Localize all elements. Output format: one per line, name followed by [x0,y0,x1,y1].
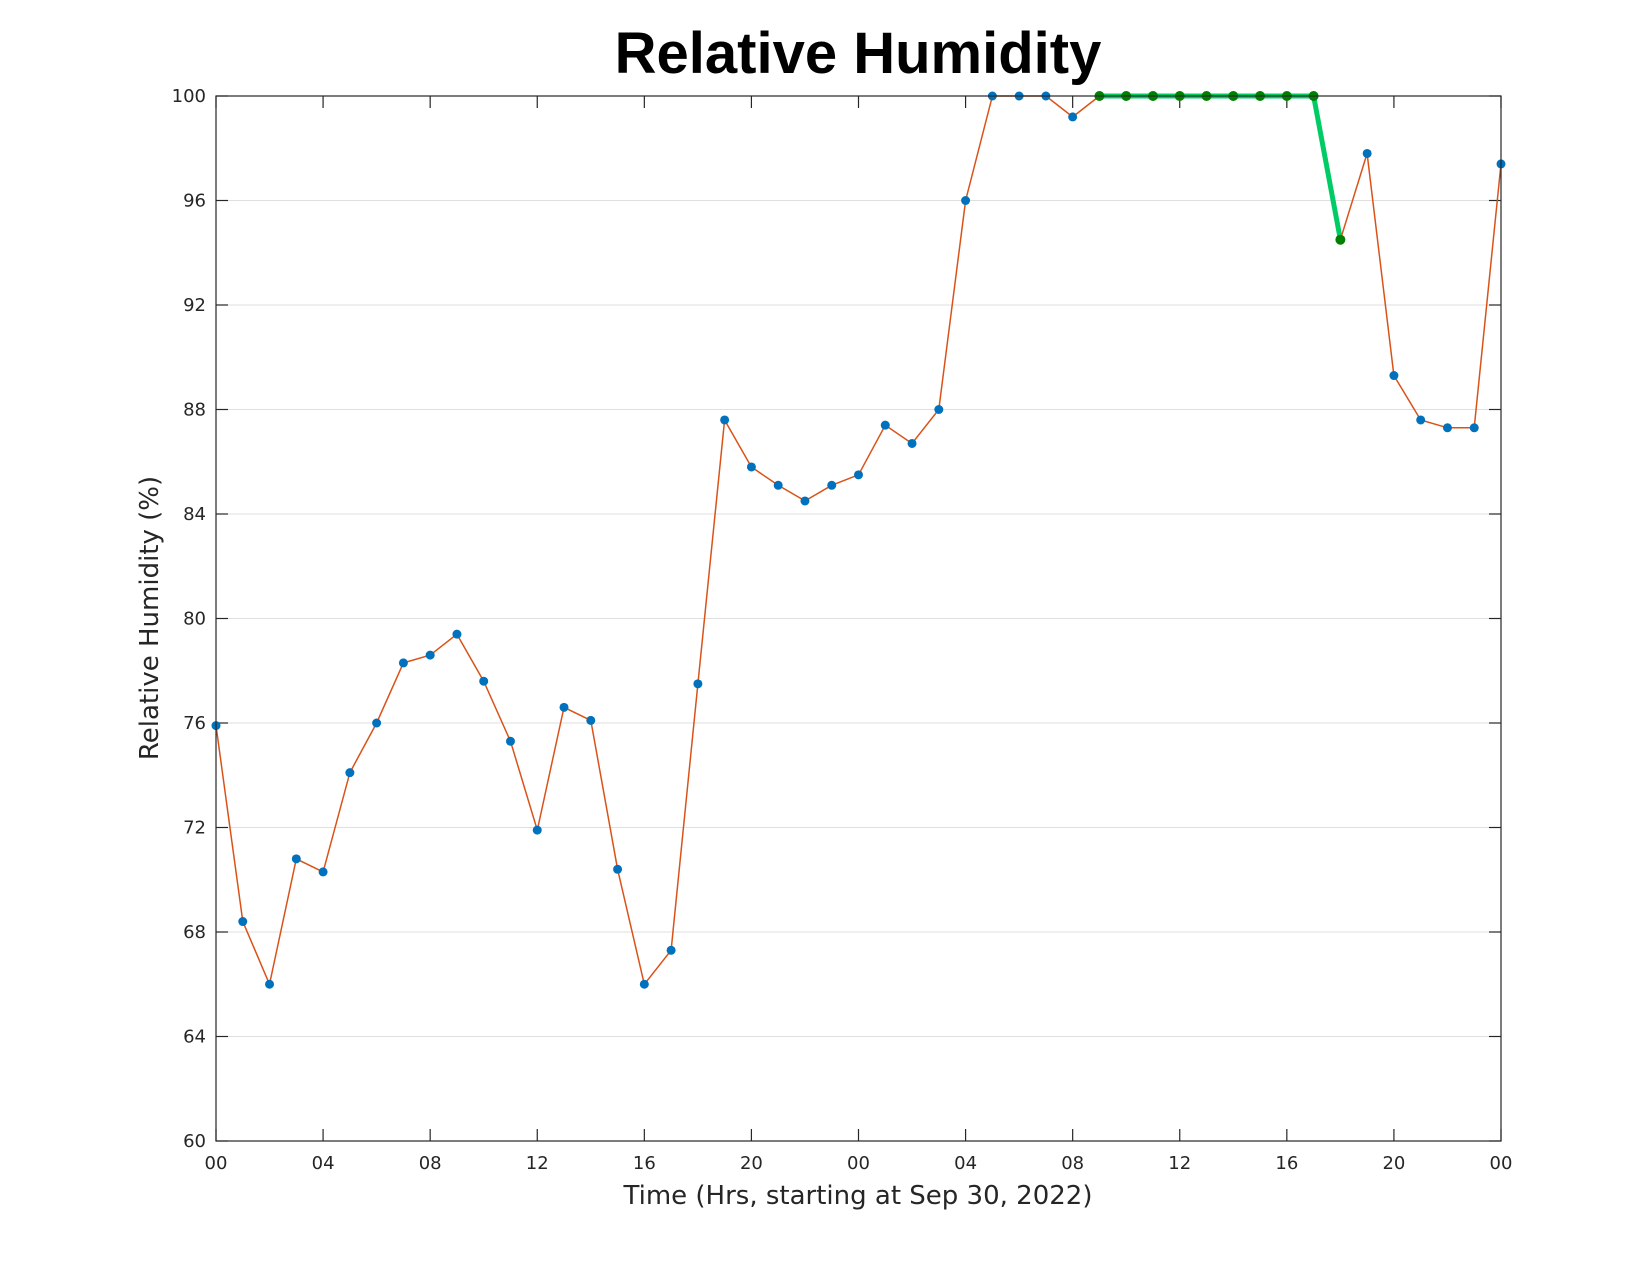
series-point [961,196,971,205]
series-point [1389,371,1399,381]
series-point [586,715,596,725]
series-point [559,702,569,712]
axis-ticks: 60 64 68 72 76 80 84 88 92 96 100 00 04 08 12 16 20 00 04 0… [172,86,1513,1174]
x-tick-label: 16 [633,1153,656,1174]
x-axis-label: Time (Hrs, starting at Sep 30, 2022) [623,1181,1093,1211]
series-point [291,854,301,864]
x-tick-label: 00 [205,1153,228,1174]
y-tick-label: 96 [183,191,206,212]
highlight-point [1335,234,1346,245]
x-tick-label: 20 [740,1153,763,1174]
x-tick-label: 20 [1382,1153,1405,1174]
series-point [318,867,328,877]
x-tick-label: 00 [847,1153,870,1174]
series-point [479,676,489,686]
series-point [452,629,462,639]
y-tick-label: 92 [183,295,206,316]
y-tick-label: 76 [183,713,206,734]
series-point [639,979,649,989]
x-tick-label: 08 [419,1153,442,1174]
x-tick-label: 08 [1061,1153,1084,1174]
series-point [880,420,890,430]
series-point [425,650,435,660]
series-point [613,864,623,874]
series-point [746,462,756,472]
series-point [800,496,810,506]
y-tick-label: 100 [172,86,206,107]
series-point [1469,423,1479,433]
highlight-line [1099,93,1343,241]
series-point [827,480,837,490]
grid-lines [216,95,1501,1142]
series-point [398,658,408,668]
chart-title: Relative Humidity [615,21,1102,86]
series-point [372,718,382,728]
series-point [1362,148,1372,158]
data-series [211,91,1506,989]
x-tick-label: 00 [1490,1153,1513,1174]
series-point [1416,415,1426,425]
y-tick-label: 84 [183,504,206,525]
series-point [238,917,248,927]
series-point [693,679,703,689]
x-tick-label: 12 [1168,1153,1191,1174]
y-tick-label: 72 [183,818,206,839]
series-point [505,736,515,746]
series-point [854,470,863,480]
x-tick-label: 04 [312,1153,335,1174]
series-point [532,825,542,835]
series-point [265,979,275,989]
series-point [666,945,676,955]
series-point [907,438,917,448]
series-point [934,405,944,414]
x-tick-label: 16 [1275,1153,1298,1174]
x-tick-label: 04 [954,1153,977,1174]
y-axis-label: Relative Humidity (%) [135,476,165,760]
series-line [215,95,1502,987]
y-tick-label: 68 [183,922,206,943]
y-tick-label: 64 [183,1027,206,1048]
plot-frame [215,95,1502,1142]
series-point [345,768,355,778]
y-tick-label: 88 [183,400,206,421]
series-point [1442,423,1452,433]
series-point [773,480,783,490]
y-tick-label: 80 [183,609,206,630]
y-tick-label: 60 [183,1131,206,1152]
x-tick-label: 12 [526,1153,549,1174]
series-point [720,415,730,425]
series-point [1068,112,1078,122]
